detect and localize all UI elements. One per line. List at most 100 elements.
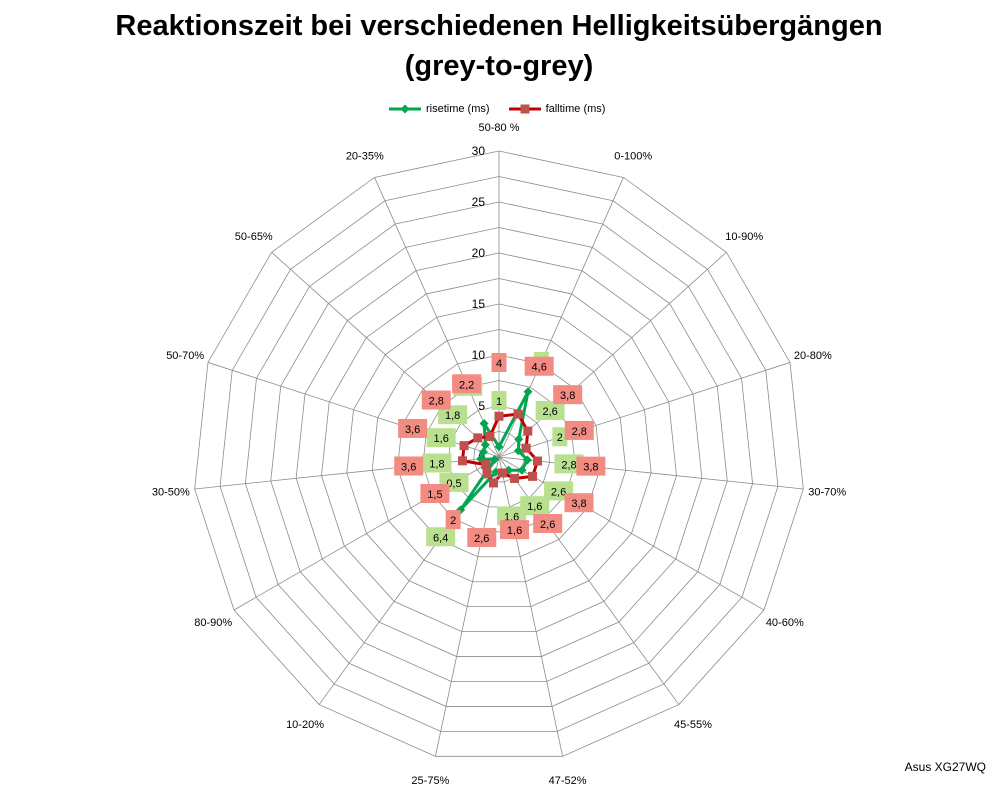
data-label-bg-risetime bbox=[520, 496, 550, 516]
data-label-risetime: 1 bbox=[496, 396, 502, 408]
data-label-bg-risetime bbox=[554, 454, 584, 474]
watermark: Asus XG27WQ bbox=[904, 760, 986, 774]
data-point-risetime bbox=[513, 446, 523, 456]
data-label-risetime: 6,4 bbox=[433, 532, 448, 544]
category-label: 45-55% bbox=[674, 719, 712, 731]
data-point-falltime bbox=[482, 469, 492, 479]
data-label-bg-falltime bbox=[564, 493, 594, 513]
data-label-risetime: 1,6 bbox=[434, 433, 449, 445]
data-label-falltime: 3,8 bbox=[571, 498, 586, 510]
data-label-risetime: 1,6 bbox=[527, 501, 542, 513]
data-label-bg-risetime bbox=[552, 427, 568, 447]
category-label: 50-80 % bbox=[479, 122, 520, 134]
data-point-risetime bbox=[514, 434, 524, 444]
series-line-falltime bbox=[460, 412, 540, 485]
grid-spoke bbox=[374, 177, 500, 458]
category-label: 50-70% bbox=[166, 350, 204, 362]
data-label-risetime: 1,8 bbox=[429, 459, 444, 471]
data-label-falltime: 2 bbox=[450, 515, 456, 527]
data-label-falltime: 1,6 bbox=[507, 525, 522, 537]
data-label-bg-falltime bbox=[452, 374, 482, 394]
data-point-falltime bbox=[523, 426, 533, 436]
grid-ring bbox=[473, 431, 525, 483]
data-point-falltime bbox=[521, 443, 531, 453]
data-label-bg-falltime bbox=[524, 356, 554, 376]
data-label-falltime: 2,6 bbox=[474, 533, 489, 545]
data-label-bg-risetime bbox=[422, 453, 452, 473]
data-label-falltime: 4,6 bbox=[532, 362, 547, 374]
category-label: 40-60% bbox=[766, 617, 804, 629]
data-point-falltime bbox=[459, 441, 469, 451]
radial-tick-label: 10 bbox=[472, 348, 486, 362]
grid-ring bbox=[194, 150, 804, 757]
category-label: 30-70% bbox=[808, 486, 846, 498]
data-point-falltime bbox=[473, 433, 483, 443]
data-label-bg-risetime bbox=[426, 428, 456, 448]
data-point-falltime bbox=[533, 456, 543, 466]
legend-item-falltime: falltime (ms) bbox=[508, 103, 606, 115]
data-point-falltime bbox=[488, 478, 498, 488]
data-label-bg-falltime bbox=[398, 418, 428, 438]
legend-label-falltime: falltime (ms) bbox=[545, 103, 606, 115]
data-label-risetime: 2,6 bbox=[551, 486, 566, 498]
category-label: 30-50% bbox=[152, 486, 190, 498]
data-label-bg-risetime bbox=[438, 405, 468, 425]
data-point-risetime bbox=[490, 455, 500, 465]
data-point-falltime bbox=[494, 411, 504, 421]
legend-swatch-risetime bbox=[389, 104, 421, 114]
grid-spoke bbox=[498, 456, 804, 490]
data-point-falltime bbox=[485, 432, 495, 442]
chart-subtitle: (grey-to-grey) bbox=[404, 50, 594, 82]
category-label: 10-20% bbox=[286, 719, 324, 731]
grid-spoke bbox=[434, 456, 500, 757]
data-label-falltime: 2,8 bbox=[572, 426, 587, 438]
legend: risetime (ms) falltime (ms) bbox=[388, 100, 623, 118]
data-point-risetime bbox=[479, 418, 489, 428]
data-point-falltime bbox=[481, 460, 491, 470]
category-label: 25-75% bbox=[411, 775, 449, 786]
data-label-falltime: 3,8 bbox=[560, 390, 575, 402]
grid-ring bbox=[244, 201, 754, 707]
category-label: 50-65% bbox=[235, 231, 273, 243]
data-label-risetime: 2,8 bbox=[561, 459, 576, 471]
data-label-falltime: 2,8 bbox=[429, 396, 444, 408]
grid-spoke bbox=[498, 251, 727, 458]
data-point-falltime bbox=[510, 473, 520, 483]
data-label-bg-risetime bbox=[535, 400, 565, 420]
grid-ring bbox=[321, 278, 677, 632]
grid-ring bbox=[346, 303, 652, 608]
data-label-falltime: 3,6 bbox=[405, 424, 420, 436]
data-point-risetime bbox=[522, 455, 532, 465]
category-label: 10-90% bbox=[725, 231, 763, 243]
legend-swatch-falltime bbox=[508, 104, 541, 114]
data-point-risetime bbox=[478, 447, 488, 457]
data-label-bg-falltime bbox=[576, 456, 606, 476]
data-label-bg-falltime bbox=[564, 420, 594, 440]
category-label: 20-35% bbox=[346, 151, 384, 163]
grid-spoke bbox=[498, 456, 765, 611]
grid-spoke bbox=[498, 362, 791, 458]
data-label-falltime: 1,5 bbox=[427, 489, 442, 501]
data-label-bg-falltime bbox=[491, 353, 507, 372]
data-point-falltime bbox=[457, 456, 467, 466]
data-label-bg-falltime bbox=[553, 385, 583, 405]
category-label: 0-100% bbox=[614, 151, 652, 163]
data-point-risetime bbox=[494, 442, 504, 452]
data-point-falltime bbox=[513, 409, 523, 419]
data-label-bg-falltime bbox=[500, 520, 530, 540]
grid-ring bbox=[270, 227, 728, 682]
category-label: 80-90% bbox=[194, 617, 232, 629]
grid-ring bbox=[219, 176, 779, 732]
data-label-risetime: 2,6 bbox=[542, 406, 557, 418]
radial-tick-label: 15 bbox=[472, 297, 486, 311]
grid-spoke bbox=[271, 251, 500, 458]
data-label-risetime: 2 bbox=[557, 432, 563, 444]
grid-ring bbox=[397, 354, 601, 558]
data-label-bg-falltime bbox=[533, 513, 563, 533]
chart-title: Reaktionszeit bei verschiedenen Helligke… bbox=[115, 10, 883, 42]
legend-item-risetime: risetime (ms) bbox=[388, 103, 490, 115]
data-point-falltime bbox=[528, 471, 538, 481]
legend-label-risetime: risetime (ms) bbox=[426, 103, 490, 115]
data-point-falltime bbox=[497, 468, 507, 478]
